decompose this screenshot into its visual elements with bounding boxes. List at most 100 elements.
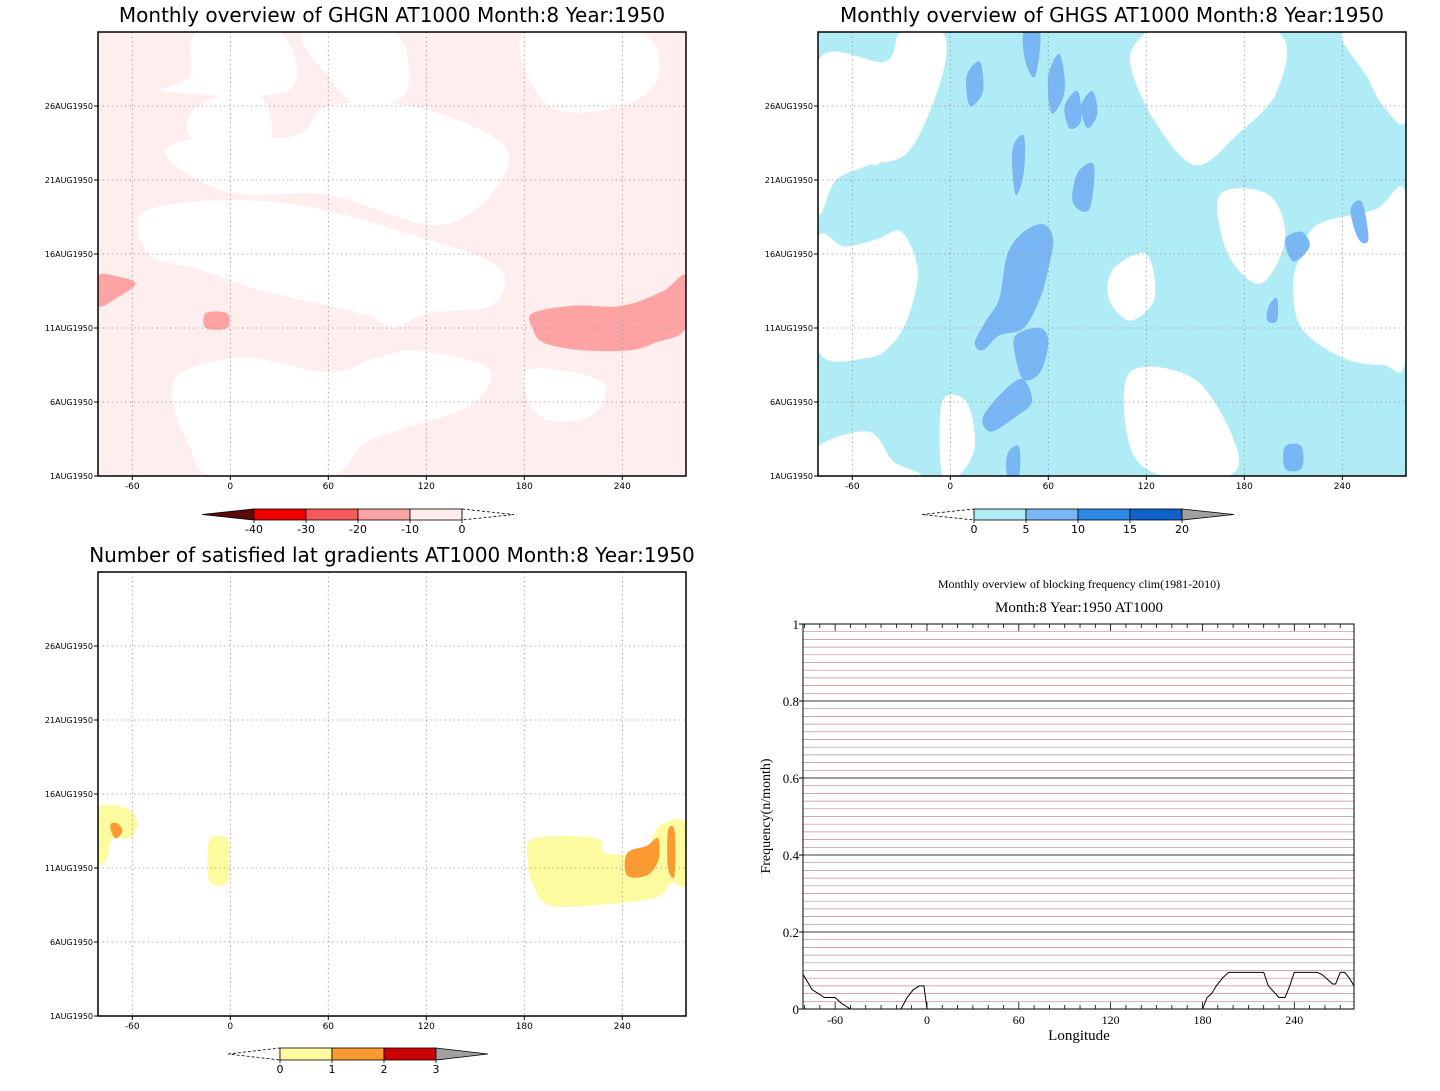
x-tick-label: 180 <box>516 1022 533 1032</box>
y-tick-label: 6AUG1950 <box>50 398 93 407</box>
contour-region-zero <box>939 394 976 476</box>
y-tick-label: 16AUG1950 <box>45 790 93 799</box>
contour-region-zero <box>136 200 506 328</box>
contour-region-level2 <box>1064 90 1082 129</box>
contour-region-zero <box>522 368 607 422</box>
colorbar-label: 0 <box>459 523 466 536</box>
colorbar-cell <box>279 1047 333 1061</box>
contour-region-level2 <box>1080 91 1098 129</box>
contour-region-level2 <box>667 825 676 878</box>
y-tick-label: 1AUG1950 <box>50 472 93 481</box>
x-tick-label: 120 <box>418 1022 435 1032</box>
x-tick-label: 0 <box>924 1013 930 1027</box>
contour-region-level2 <box>966 61 984 107</box>
colorbar-label: -30 <box>297 523 315 536</box>
blocking-title: Monthly overview of blocking frequency c… <box>938 577 1220 591</box>
contour-region-zero <box>818 431 921 476</box>
colorbar-min-triangle <box>227 1047 281 1061</box>
contour-region-zero <box>161 32 298 97</box>
x-tick-label: 60 <box>323 1022 335 1032</box>
contour-regions <box>818 32 1406 476</box>
x-tick-label: 0 <box>227 482 233 492</box>
blocking-frequency-panel: Monthly overview of blocking frequency c… <box>759 577 1355 1044</box>
y-tick-label: 26AUG1950 <box>765 102 813 111</box>
contour-region-level2 <box>1006 445 1021 476</box>
x-tick-label: 0 <box>227 1022 233 1032</box>
contour-region-level2 <box>1283 443 1304 472</box>
colorbar-label: 15 <box>1123 523 1137 536</box>
contour-region-zero <box>1293 186 1406 373</box>
colorbar-label: -10 <box>401 523 419 536</box>
colorbar-cell <box>305 508 359 521</box>
contour-regions <box>98 804 686 907</box>
x-tick-label: 120 <box>418 482 435 492</box>
y-tick-label: 0 <box>793 1002 800 1017</box>
x-tick-label: -60 <box>125 482 140 492</box>
colorbar-max-triangle <box>1181 508 1235 521</box>
contour-region-level2 <box>982 379 1033 432</box>
y-tick-label: 0.2 <box>783 925 799 940</box>
contour-region-level2 <box>1047 53 1065 114</box>
contour-region-level2 <box>203 311 230 330</box>
colorbar-cell <box>331 1047 385 1061</box>
colorbar-label: 2 <box>381 1063 388 1076</box>
x-tick-label: 240 <box>614 482 631 492</box>
y-tick-label: 16AUG1950 <box>765 250 813 259</box>
y-tick-label: 11AUG1950 <box>765 324 813 333</box>
colorbar-label: 10 <box>1071 523 1085 536</box>
colorbar-label: -20 <box>349 523 367 536</box>
contour-region-level2 <box>98 273 136 307</box>
x-tick-label: -60 <box>845 482 860 492</box>
colorbar-cell <box>973 508 1027 521</box>
x-tick-label: -60 <box>827 1013 843 1027</box>
colorbar-cell <box>1129 508 1183 521</box>
x-tick-label: 180 <box>1193 1013 1211 1027</box>
y-tick-label: 26AUG1950 <box>45 642 93 651</box>
contour-region-level1 <box>207 836 229 887</box>
y-tick-label: 6AUG1950 <box>770 398 813 407</box>
y-tick-label: 16AUG1950 <box>45 250 93 259</box>
y-tick-label: 26AUG1950 <box>45 102 93 111</box>
contour-region-zero <box>1217 188 1286 284</box>
contour-region-level2 <box>974 224 1054 351</box>
colorbar-cell <box>1025 508 1079 521</box>
x-tick-label: 180 <box>516 482 533 492</box>
colorbar-min-triangle <box>921 508 975 521</box>
contour-region-level2 <box>529 274 686 352</box>
x-tick-label: 60 <box>1013 1013 1025 1027</box>
y-tick-label: 0.4 <box>783 848 800 863</box>
colorbar-label: 3 <box>433 1063 440 1076</box>
contour-region-level2 <box>110 822 123 839</box>
contour-region-level1 <box>526 818 686 907</box>
contour-region-zero <box>1341 32 1406 125</box>
contour-region-level2 <box>624 837 660 878</box>
colorbar-label: 5 <box>1023 523 1030 536</box>
y-tick-label: 11AUG1950 <box>45 864 93 873</box>
contour-region-level2 <box>1022 32 1041 78</box>
y-tick-label: 11AUG1950 <box>45 324 93 333</box>
blocking-subtitle: Month:8 Year:1950 AT1000 <box>995 600 1163 616</box>
contour-region-zero <box>186 90 273 151</box>
frequency-series-line <box>802 971 1355 1010</box>
colorbar-min-triangle <box>201 508 255 521</box>
contour-region-level2 <box>1350 200 1369 244</box>
colorbar-cell <box>409 508 463 521</box>
colorbar-label: 0 <box>277 1063 284 1076</box>
contour-region-zero <box>164 102 509 225</box>
colorbar-label: 0 <box>971 523 978 536</box>
ghgs-panel: Monthly overview of GHGS AT1000 Month:8 … <box>765 3 1407 536</box>
contour-region-zero <box>1107 252 1156 321</box>
y-tick-label: 6AUG1950 <box>50 938 93 947</box>
contour-region-level2 <box>1013 327 1049 381</box>
x-axis-label: Longitude <box>1048 1028 1110 1044</box>
x-tick-label: 60 <box>323 482 335 492</box>
x-tick-label: 120 <box>1102 1013 1120 1027</box>
y-tick-label: 0.6 <box>783 771 800 786</box>
colorbar-label: 20 <box>1175 523 1189 536</box>
contour-region-zero <box>818 230 918 362</box>
colorbar-cell <box>253 508 307 521</box>
y-tick-label: 1AUG1950 <box>770 472 813 481</box>
colorbar-label: -40 <box>245 523 263 536</box>
colorbar-max-triangle <box>461 508 515 521</box>
